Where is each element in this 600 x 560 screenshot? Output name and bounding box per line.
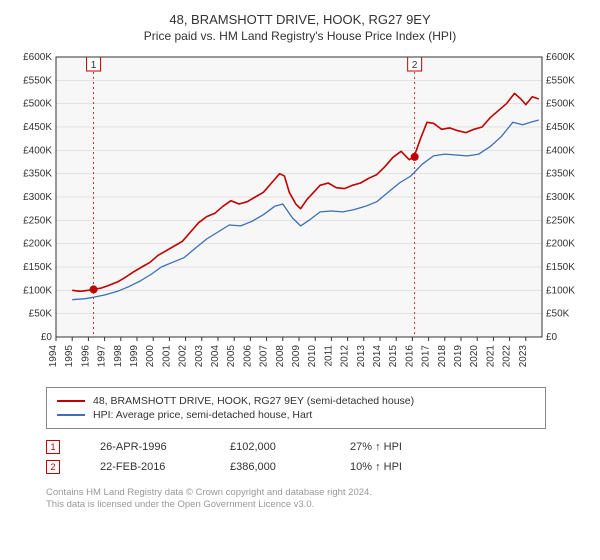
svg-text:£0: £0 [546,332,558,343]
price-chart: £0 £0 £50K £50K £100K £100K £150K £150K £200K £20… [12,51,588,381]
sale-date: 22-FEB-2016 [100,461,190,473]
svg-text:£250K: £250K [23,215,52,226]
svg-text:£350K: £350K [23,169,52,180]
svg-text:£250K: £250K [546,215,575,226]
svg-text:£200K: £200K [23,239,52,250]
svg-text:1: 1 [91,60,97,71]
svg-text:2005: 2005 [226,345,237,368]
svg-text:£500K: £500K [23,99,52,110]
svg-text:£50K: £50K [546,309,570,320]
svg-text:2008: 2008 [275,345,286,368]
svg-text:2001: 2001 [161,345,172,368]
svg-text:£500K: £500K [546,99,575,110]
svg-text:2012: 2012 [340,345,351,368]
svg-text:£550K: £550K [23,75,52,86]
sale-row: 2 22-FEB-2016 £386,000 10% ↑ HPI [46,457,588,477]
sale-badge: 1 [46,440,60,454]
svg-text:2000: 2000 [145,345,156,368]
sale-row: 1 26-APR-1996 £102,000 27% ↑ HPI [46,437,588,457]
sale-price: £386,000 [230,461,310,473]
svg-text:£150K: £150K [546,262,575,273]
svg-text:2017: 2017 [421,345,432,368]
svg-text:£0: £0 [41,332,53,343]
svg-text:£300K: £300K [546,192,575,203]
svg-text:2020: 2020 [469,345,480,368]
svg-text:£400K: £400K [546,145,575,156]
footer-line: Contains HM Land Registry data © Crown c… [46,487,588,499]
legend-swatch [57,400,85,402]
svg-text:1994: 1994 [48,345,59,368]
sale-badge: 2 [46,460,60,474]
svg-text:1999: 1999 [129,345,140,368]
svg-text:1995: 1995 [64,345,75,368]
svg-text:£200K: £200K [546,239,575,250]
svg-text:£100K: £100K [23,285,52,296]
sale-hpi: 10% ↑ HPI [350,461,430,473]
legend-item: 48, BRAMSHOTT DRIVE, HOOK, RG27 9EY (sem… [57,394,535,408]
svg-text:2023: 2023 [518,345,529,368]
svg-text:£150K: £150K [23,262,52,273]
footer: Contains HM Land Registry data © Crown c… [46,487,588,512]
svg-text:2018: 2018 [437,345,448,368]
sale-price: £102,000 [230,441,310,453]
svg-text:2016: 2016 [404,345,415,368]
svg-text:2010: 2010 [307,345,318,368]
svg-text:2006: 2006 [242,345,253,368]
sale-date: 26-APR-1996 [100,441,190,453]
svg-text:2011: 2011 [323,345,334,367]
sale-hpi: 27% ↑ HPI [350,441,430,453]
svg-text:2021: 2021 [485,345,496,368]
svg-text:£100K: £100K [546,285,575,296]
svg-text:£550K: £550K [546,75,575,86]
svg-text:£400K: £400K [23,145,52,156]
svg-text:2004: 2004 [210,345,221,368]
svg-text:2: 2 [412,60,418,71]
legend-swatch [57,414,85,416]
svg-text:1998: 1998 [113,345,124,368]
svg-text:£50K: £50K [29,309,53,320]
sales-table: 1 26-APR-1996 £102,000 27% ↑ HPI 2 22-FE… [46,437,588,477]
svg-text:1996: 1996 [80,345,91,368]
svg-text:2022: 2022 [502,345,513,368]
svg-text:2013: 2013 [356,345,367,368]
legend-label: HPI: Average price, semi-detached house,… [93,409,312,421]
legend-item: HPI: Average price, semi-detached house,… [57,408,535,422]
svg-text:£300K: £300K [23,192,52,203]
svg-text:£600K: £600K [546,52,575,63]
footer-line: This data is licensed under the Open Gov… [46,499,588,511]
svg-text:2014: 2014 [372,345,383,368]
svg-text:£600K: £600K [23,52,52,63]
svg-text:£350K: £350K [546,169,575,180]
svg-text:1997: 1997 [97,345,108,368]
svg-text:£450K: £450K [23,122,52,133]
svg-text:£450K: £450K [546,122,575,133]
chart-subtitle: Price paid vs. HM Land Registry's House … [12,29,588,43]
legend: 48, BRAMSHOTT DRIVE, HOOK, RG27 9EY (sem… [46,387,546,429]
svg-text:2007: 2007 [259,345,270,368]
legend-label: 48, BRAMSHOTT DRIVE, HOOK, RG27 9EY (sem… [93,395,414,407]
svg-text:2009: 2009 [291,345,302,368]
svg-text:2019: 2019 [453,345,464,368]
svg-text:2003: 2003 [194,345,205,368]
chart-container: 48, BRAMSHOTT DRIVE, HOOK, RG27 9EY Pric… [12,12,588,512]
svg-text:2002: 2002 [178,345,189,368]
chart-title: 48, BRAMSHOTT DRIVE, HOOK, RG27 9EY [12,12,588,27]
svg-text:2015: 2015 [388,345,399,368]
